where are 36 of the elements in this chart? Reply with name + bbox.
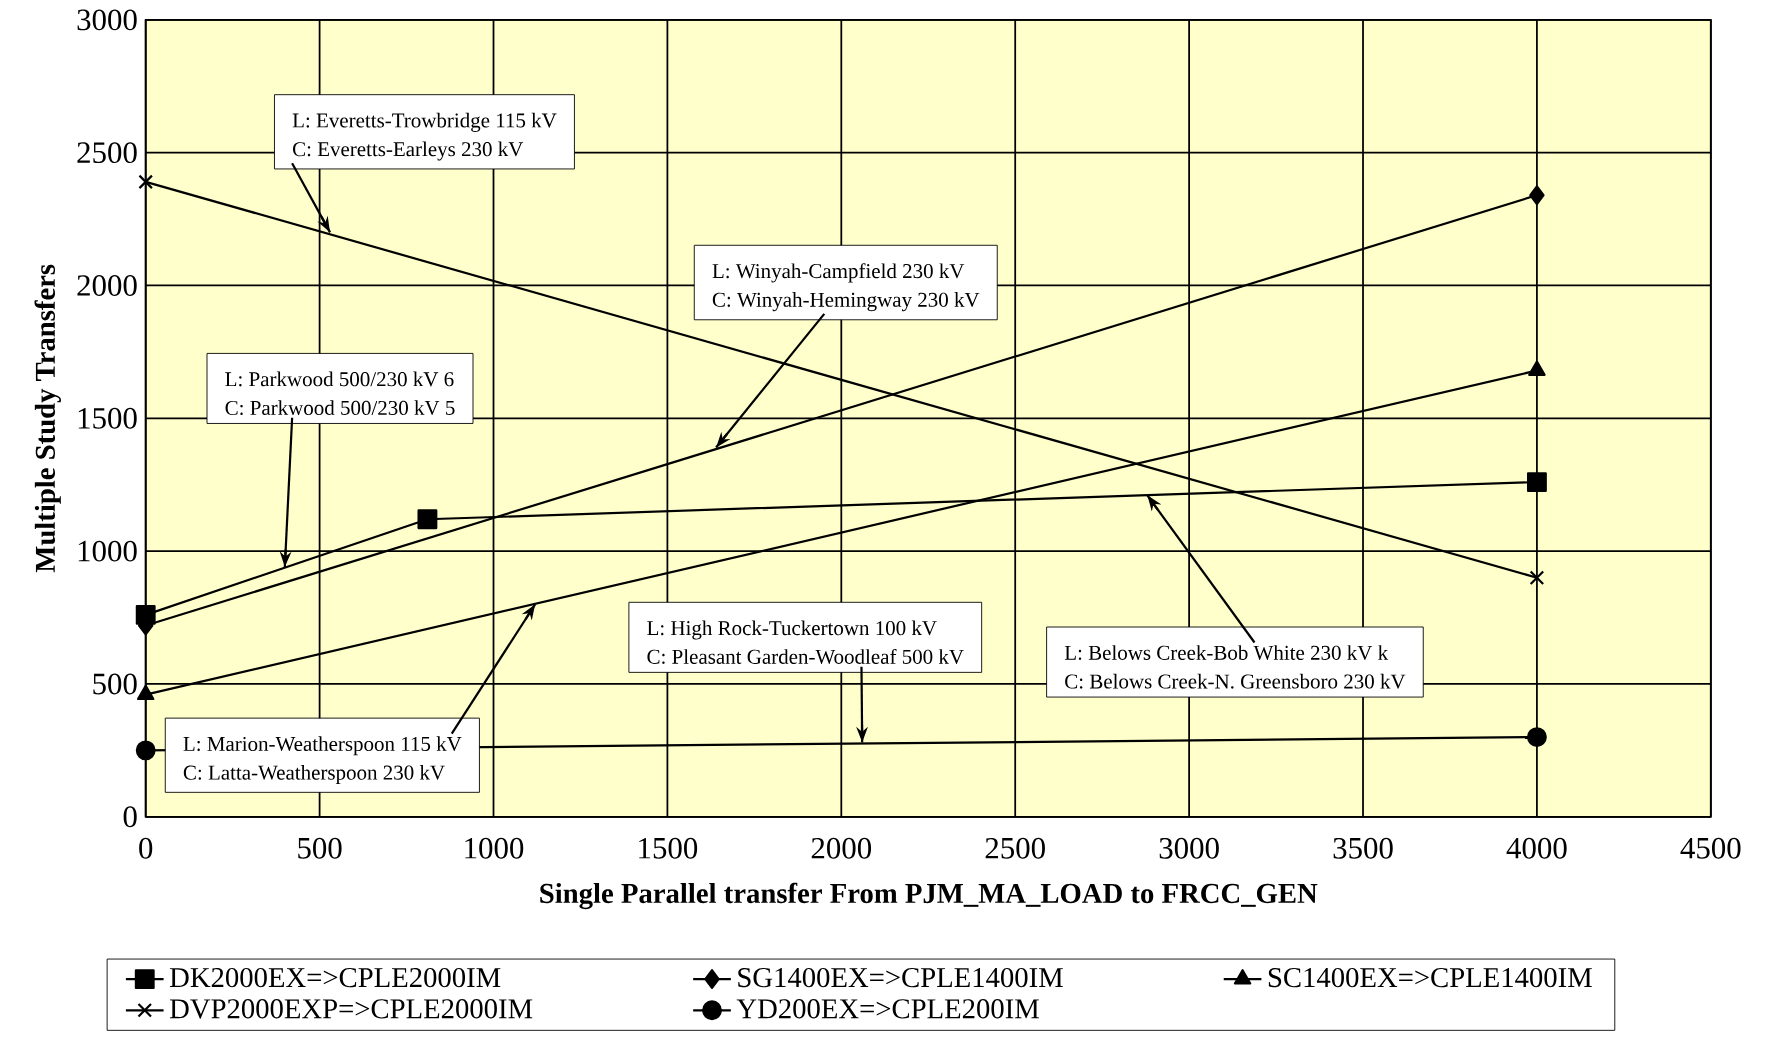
annotation: C: Winyah-Hemingway 230 kV bbox=[712, 292, 980, 312]
x-tick-label: 3000 bbox=[1159, 837, 1219, 859]
legend-label: DK2000EX=>CPLE2000IM bbox=[169, 967, 501, 988]
annotation: C: Parkwood 500/230 kV 5 bbox=[225, 400, 455, 416]
x-tick-label: 4000 bbox=[1506, 837, 1567, 859]
legend-label: YD200EX=>CPLE200IM bbox=[736, 999, 1039, 1019]
x-tick-label: 2000 bbox=[811, 837, 872, 859]
annotation: L: Belows Creek-Bob White 230 kV k bbox=[1064, 645, 1389, 661]
y-tick-label: 1500 bbox=[78, 407, 137, 429]
y-tick-label: 1000 bbox=[78, 540, 137, 562]
y-tick-label: 0 bbox=[123, 806, 137, 828]
x-tick-label: 500 bbox=[298, 837, 342, 859]
y-tick-label: 2000 bbox=[77, 275, 137, 297]
legend-label: SG1400EX=>CPLE1400IM bbox=[738, 967, 1063, 988]
legend-label: SC1400EX=>CPLE1400IM bbox=[1268, 967, 1592, 988]
annotation: L: Parkwood 500/230 kV 6 bbox=[225, 371, 454, 387]
annotation: L: High Rock-Tuckertown 100 kV bbox=[647, 620, 937, 640]
legend-label: DVP2000EXP=>CPLE2000IM bbox=[169, 999, 533, 1019]
x-tick-label: 3500 bbox=[1333, 837, 1393, 859]
annotation: L: Everetts-Trowbridge 115 kV bbox=[292, 112, 557, 132]
annotation: C: Everetts-Earleys 230 kV bbox=[293, 141, 524, 161]
x-axis-title: Single Parallel transfer From PJM_MA_LOAD to FRCC_GEN bbox=[540, 882, 1318, 910]
y-axis-title: Multiple Study Transfers bbox=[34, 264, 61, 573]
annotation: C: Latta-Weatherspoon 230 kV bbox=[183, 765, 445, 785]
annotation: C: Pleasant Garden-Woodleaf 500 kV bbox=[647, 648, 964, 665]
x-tick-label: 1000 bbox=[465, 837, 524, 859]
annotation: L: Marion-Weatherspoon 115 kV bbox=[183, 736, 462, 756]
y-tick-label: 500 bbox=[93, 673, 137, 695]
x-tick-label: 1500 bbox=[639, 837, 698, 859]
annotation: C: Belows Creek-N. Greensboro 230 kV bbox=[1065, 673, 1406, 689]
x-tick-label: 0 bbox=[139, 837, 153, 859]
y-tick-label: 2500 bbox=[77, 142, 137, 164]
x-tick-label: 2500 bbox=[985, 837, 1045, 859]
y-tick-label: 3000 bbox=[77, 9, 137, 31]
annotation: L: Winyah-Campfield 230 kV bbox=[712, 263, 965, 283]
x-tick-label: 4500 bbox=[1680, 837, 1741, 859]
